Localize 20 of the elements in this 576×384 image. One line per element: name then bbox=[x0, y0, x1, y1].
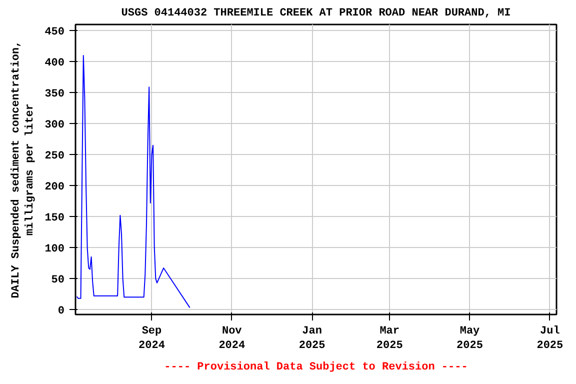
y-tick-label: 400 bbox=[44, 58, 65, 70]
line-series bbox=[76, 54, 190, 308]
x-tick-label: Nov 2024 bbox=[218, 326, 246, 352]
y-tick-label: 450 bbox=[44, 26, 65, 39]
y-tick-label: 150 bbox=[44, 212, 65, 225]
x-tick-label: Jan 2025 bbox=[298, 326, 326, 352]
y-tick-label: 350 bbox=[44, 88, 65, 101]
x-tick-label: Mar 2025 bbox=[376, 326, 404, 352]
y-tick-label: 300 bbox=[44, 120, 65, 132]
y-tick-label: 0 bbox=[58, 306, 65, 318]
text: ---- Provisional Data Subject to Revision ---- bbox=[164, 362, 468, 374]
x-tick-label: May 2025 bbox=[456, 326, 484, 352]
chart-title: USGS 04144032 THREEMILE CREEK AT PRIOR ROAD NEAR DURAND, MI bbox=[121, 8, 511, 20]
y-tick-label: 250 bbox=[44, 150, 65, 163]
y-tick-label: 100 bbox=[44, 244, 65, 256]
y-axis-title: DAILY Suspended sediment concentration, milligrams per liter bbox=[10, 40, 37, 298]
y-tick-label: 50 bbox=[51, 274, 64, 287]
x-tick-label: Sep 2024 bbox=[138, 326, 166, 352]
y-tick-label: 200 bbox=[44, 182, 65, 194]
x-tick-label: Jul 2025 bbox=[536, 326, 564, 352]
